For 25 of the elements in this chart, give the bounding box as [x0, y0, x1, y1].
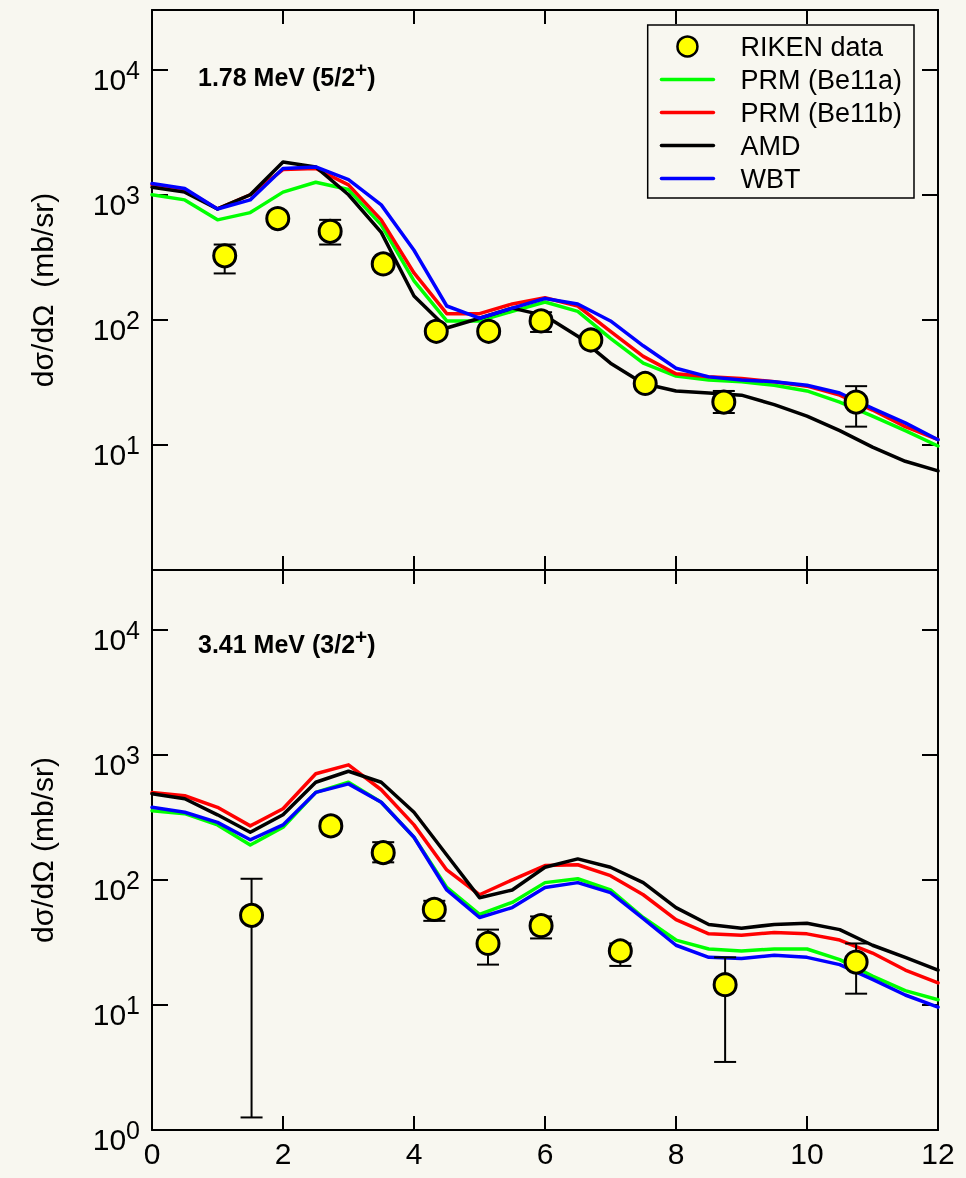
x-tick-label: 6 — [536, 1136, 554, 1170]
x-tick-label: 0 — [143, 1136, 161, 1170]
text: 1.78 MeV (5/2$^{+}$) — [198, 58, 376, 93]
y-tick-label: 10$^{0}$ — [92, 1115, 140, 1156]
legend-label: WBT — [740, 163, 801, 194]
x-tick-label: 8 — [667, 1136, 685, 1170]
text: 3.41 MeV (3/2$^{+}$) — [198, 625, 376, 660]
y-tick-label: 10$^{2}$ — [92, 304, 140, 346]
y-tick-label: 10$^{4}$ — [92, 54, 140, 96]
y-tick-label: 10$^{4}$ — [92, 614, 140, 656]
x-tick-label: 12 — [921, 1136, 955, 1170]
x-tick-label: 4 — [405, 1136, 423, 1170]
x-tick-label: 10 — [790, 1136, 824, 1170]
legend-label: PRM (Be11b) — [740, 97, 903, 128]
y-tick-label: 10$^{2}$ — [92, 864, 140, 906]
y-axis-title: dσ/dΩ (mb/sr) — [25, 757, 59, 943]
x-tick-label: 2 — [274, 1136, 292, 1170]
y-tick-label: 10$^{3}$ — [92, 739, 140, 781]
legend-label: AMD — [740, 130, 801, 161]
y-axis-title: dσ/dΩ (mb/sr) — [25, 192, 59, 388]
legend-label: PRM (Be11a) — [740, 64, 903, 95]
y-tick-label: 10$^{1}$ — [92, 989, 140, 1031]
y-tick-label: 10$^{3}$ — [92, 179, 140, 221]
legend-label: RIKEN data — [740, 31, 884, 62]
y-tick-label: 10$^{1}$ — [92, 429, 140, 471]
